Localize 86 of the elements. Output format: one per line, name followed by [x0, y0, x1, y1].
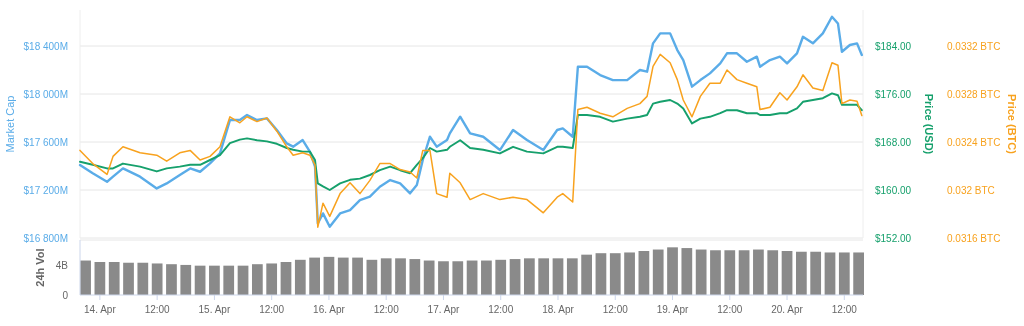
bar [652, 249, 664, 295]
bar [853, 252, 864, 295]
bar [323, 256, 335, 295]
y-tick-label: $18 400M [23, 40, 68, 52]
x-tick-label: 17. Apr [427, 304, 460, 315]
bar [123, 262, 134, 295]
y-tick-label: $17 600M [23, 136, 68, 148]
bar [724, 250, 736, 295]
y3-tick-label: 0.0328 BTC [947, 88, 1001, 100]
y3-tick-label: 0.0332 BTC [947, 40, 1001, 52]
bar [509, 259, 521, 295]
bar [452, 261, 464, 295]
x-tick-label: 12:00 [144, 304, 171, 315]
bar [609, 253, 621, 295]
y2-tick-label: $184.00 [875, 40, 912, 52]
y3-tick-label: 0.0324 BTC [947, 136, 1001, 148]
bar [638, 251, 650, 295]
bar [380, 258, 392, 295]
x-tick-label: 19. Apr [656, 304, 690, 315]
bar [552, 258, 564, 295]
bar [280, 262, 292, 295]
x-tick-label: 16. Apr [313, 304, 346, 315]
bar [481, 260, 492, 295]
bar [94, 262, 106, 295]
bar [753, 249, 764, 295]
bar [209, 265, 220, 295]
x-tick-label: 12:00 [373, 304, 400, 315]
bar [266, 263, 278, 295]
bar [352, 257, 363, 295]
x-tick-label: 12:00 [602, 304, 629, 315]
bar [251, 264, 263, 295]
bar [695, 249, 707, 295]
y2-tick-label: $152.00 [875, 232, 912, 244]
y-tick-label: $16 800M [23, 232, 68, 244]
bar [438, 261, 449, 295]
bar [667, 247, 678, 295]
x-tick-label: 20. Apr [771, 304, 804, 315]
bar [767, 250, 779, 295]
bar [538, 258, 550, 295]
bar [581, 254, 592, 295]
bar [523, 258, 535, 295]
bar [624, 252, 635, 295]
y2-tick-label: $168.00 [875, 136, 912, 148]
bar [137, 262, 149, 295]
bar [309, 257, 320, 295]
y3-tick-label: 0.032 BTC [947, 184, 995, 196]
bar [838, 252, 850, 295]
x-tick-label: 12:00 [488, 304, 514, 315]
bar [738, 250, 750, 295]
y-axis-title: 24h Vol [34, 248, 46, 287]
bar [824, 252, 836, 295]
bar [423, 260, 435, 295]
x-tick-label: 15. Apr [198, 304, 231, 315]
y-axis-title: Market Cap [4, 95, 16, 153]
bar [108, 262, 120, 295]
bar [337, 257, 349, 295]
bar [681, 248, 693, 295]
x-tick-label: 18. Apr [542, 304, 575, 315]
bar [595, 253, 607, 295]
bar [151, 263, 163, 295]
bar [795, 251, 807, 295]
y-tick-label: 4B [55, 260, 69, 272]
bar [180, 264, 192, 295]
y2-tick-label: $160.00 [875, 184, 912, 196]
x-tick-label: 12:00 [259, 304, 285, 315]
x-tick-label: 14. Apr [84, 304, 117, 315]
bar [566, 258, 578, 295]
y-tick-label: $18 000M [23, 88, 68, 100]
y2-tick-label: $176.00 [875, 88, 912, 100]
y2-axis-title: Price (USD) [923, 93, 935, 155]
bar [409, 259, 421, 295]
y-tick-label: $17 200M [23, 184, 68, 196]
y3-axis-title: Price (BTC) [1006, 94, 1018, 155]
bar [395, 258, 406, 295]
bar [366, 259, 378, 295]
y3-tick-label: 0.0316 BTC [947, 232, 1001, 244]
bar [810, 251, 822, 295]
x-tick-label: 12:00 [717, 304, 743, 315]
bar [166, 264, 177, 295]
x-tick-label: 12:00 [831, 304, 858, 315]
bar [495, 259, 507, 295]
bar [294, 259, 306, 295]
bar [710, 250, 721, 295]
bar [223, 265, 235, 295]
bar [781, 251, 793, 295]
y-tick-label: 0 [62, 289, 69, 301]
